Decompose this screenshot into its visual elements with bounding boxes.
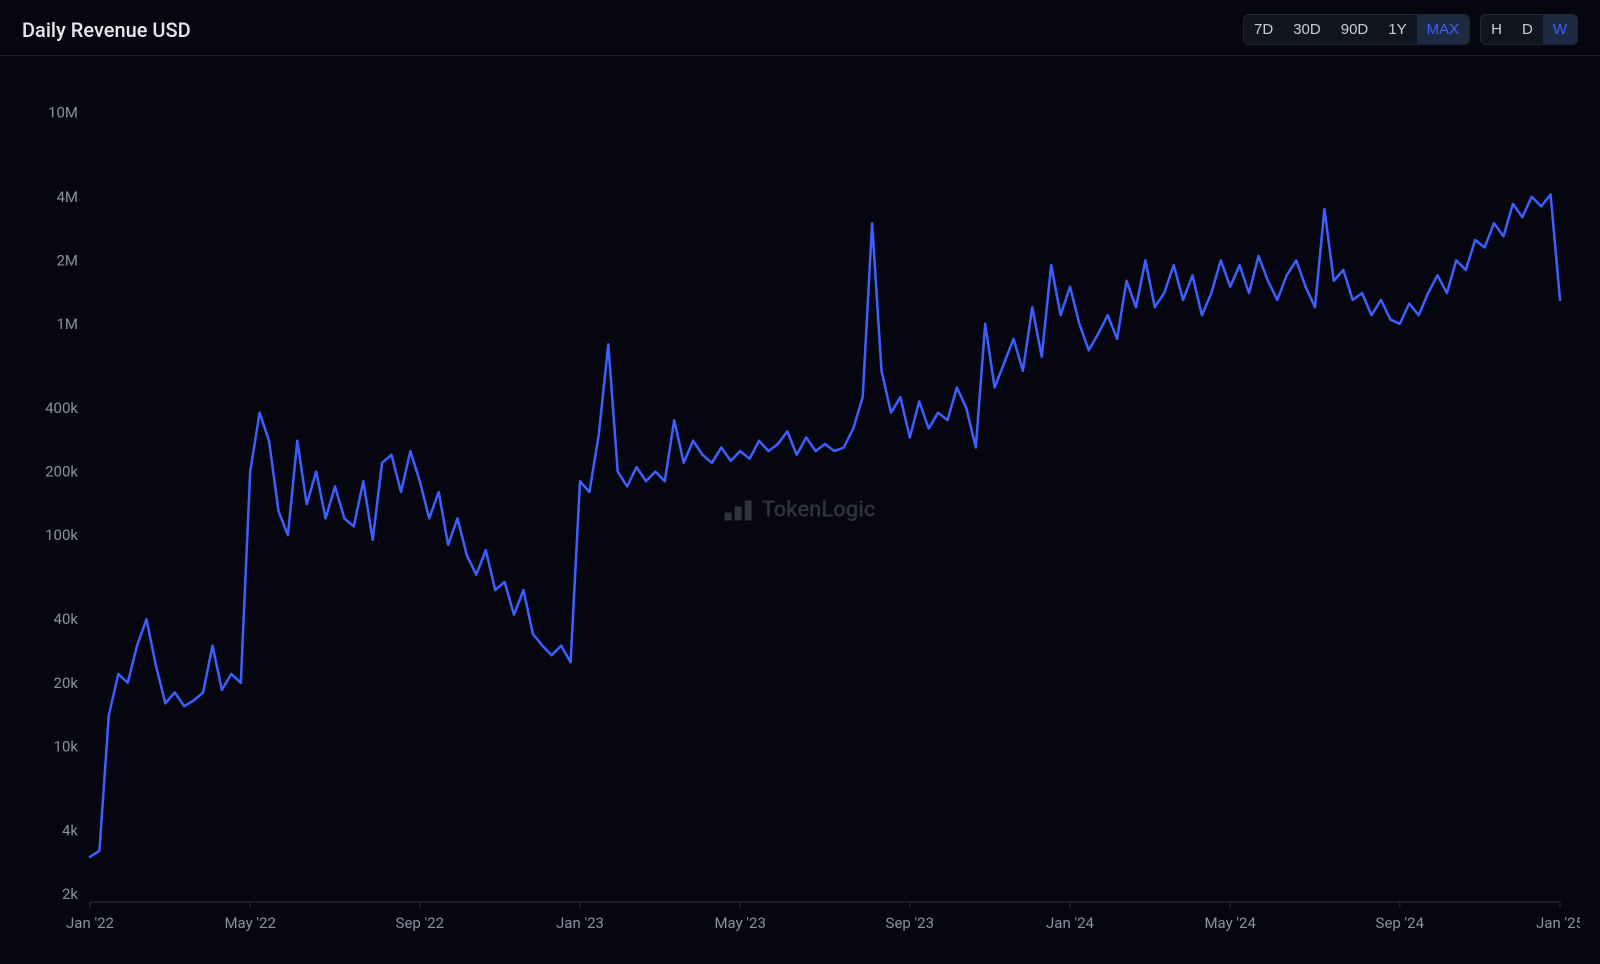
x-axis-label: Sep '24: [1376, 914, 1425, 932]
range-button-30d[interactable]: 30D: [1283, 15, 1331, 44]
x-axis-label: May '24: [1204, 914, 1256, 932]
y-axis-label: 200k: [45, 463, 78, 481]
y-axis-label: 100k: [45, 526, 78, 544]
y-axis-label: 2k: [62, 885, 78, 903]
x-axis-label: May '22: [224, 914, 275, 932]
chart-controls: 7D30D90D1YMAX HDW: [1243, 14, 1578, 45]
y-axis-label: 10k: [54, 737, 79, 755]
granularity-button-d[interactable]: D: [1512, 15, 1543, 44]
x-axis-label: Jan '24: [1046, 914, 1094, 932]
chart-area: 2k 4k 10k 20k 40k 100k 200k 400k 1M 2M 4M 10M Jan '2…: [0, 56, 1600, 964]
range-button-max[interactable]: MAX: [1417, 15, 1470, 44]
x-axis-label: Jan '23: [556, 914, 604, 932]
y-axis-label: 2M: [56, 251, 78, 269]
chart-header: Daily Revenue USD 7D30D90D1YMAX HDW: [0, 0, 1600, 56]
timerange-button-group: 7D30D90D1YMAX: [1243, 14, 1470, 45]
y-axis-label: 4M: [56, 188, 78, 206]
x-axis-label: May '23: [714, 914, 765, 932]
y-axis-label: 1M: [56, 315, 78, 333]
granularity-button-h[interactable]: H: [1481, 15, 1512, 44]
x-axis-label: Jan '25: [1536, 914, 1580, 932]
chart-panel: Daily Revenue USD 7D30D90D1YMAX HDW 2k 4k…: [0, 0, 1600, 964]
y-axis-label: 40k: [54, 610, 79, 628]
line-chart-svg: 2k 4k 10k 20k 40k 100k 200k 400k 1M 2M 4M 10M Jan '2…: [20, 86, 1580, 944]
x-axis-label: Sep '23: [886, 914, 935, 932]
y-axis-label: 20k: [54, 674, 79, 692]
range-button-7d[interactable]: 7D: [1244, 15, 1283, 44]
chart-title: Daily Revenue USD: [22, 18, 191, 42]
y-axis-label: 10M: [48, 104, 78, 122]
granularity-button-group: HDW: [1480, 14, 1578, 45]
revenue-series-line: [90, 195, 1560, 857]
x-axis-label: Jan '22: [66, 914, 114, 932]
y-axis-label: 400k: [45, 399, 78, 417]
y-axis-label: 4k: [62, 821, 78, 839]
range-button-90d[interactable]: 90D: [1331, 15, 1379, 44]
granularity-button-w[interactable]: W: [1543, 15, 1577, 44]
x-axis-label: Sep '22: [396, 914, 445, 932]
range-button-1y[interactable]: 1Y: [1378, 15, 1416, 44]
